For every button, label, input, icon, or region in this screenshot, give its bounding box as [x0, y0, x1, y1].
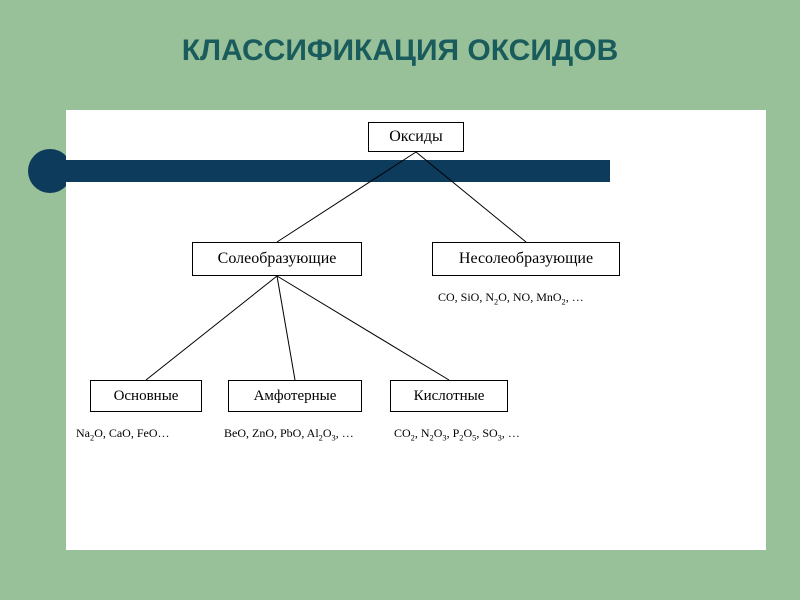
node-nosalt: Несолеобразующие [432, 242, 620, 276]
node-salt: Солеобразующие [192, 242, 362, 276]
examples-ampho: BeO, ZnO, PbO, Al2O3, … [224, 426, 354, 442]
deco-bar [50, 160, 610, 182]
node-acid: Кислотные [390, 380, 508, 412]
slide-title: КЛАССИФИКАЦИЯ ОКСИДОВ [120, 34, 680, 68]
slide: КЛАССИФИКАЦИЯ ОКСИДОВ Оксиды Солеобразующ… [0, 0, 800, 600]
examples-basic: Na2O, CaO, FeO… [76, 426, 170, 442]
examples-nosalt: CO, SiO, N2O, NO, MnO2, … [438, 290, 584, 306]
node-ampho: Амфотерные [228, 380, 362, 412]
node-basic: Основные [90, 380, 202, 412]
node-root: Оксиды [368, 122, 464, 152]
examples-acid: CO2, N2O3, P2O5, SO3, … [394, 426, 520, 442]
